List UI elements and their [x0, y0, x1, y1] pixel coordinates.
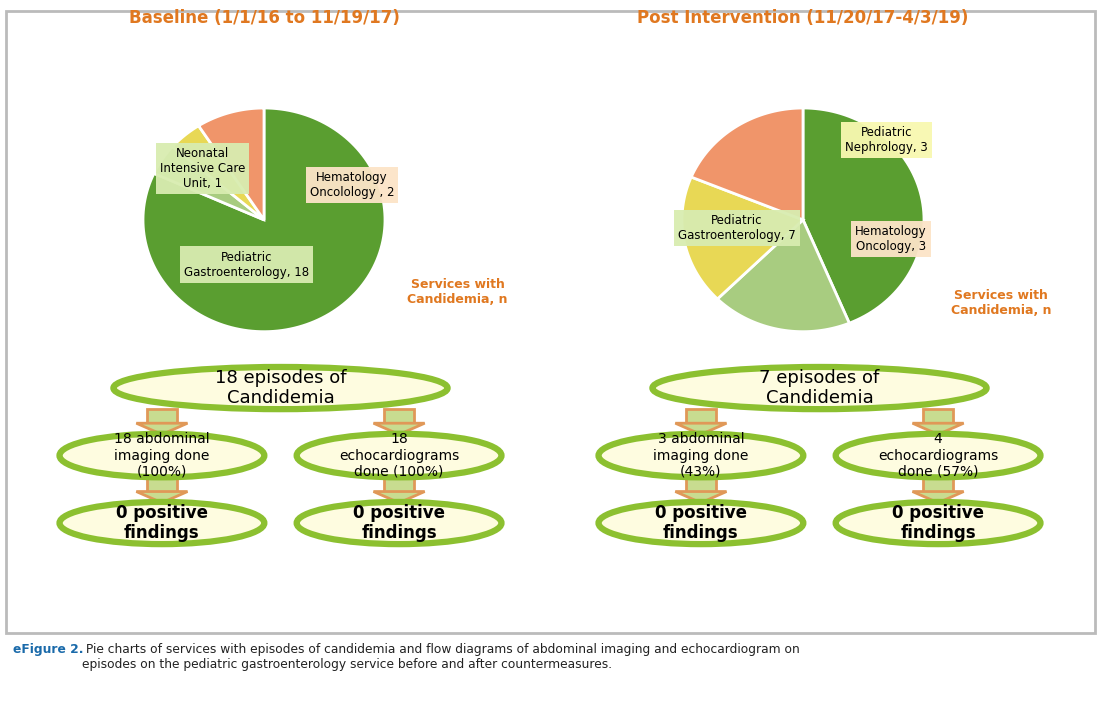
- Text: Neonatal
Intensive Care
Unit, 1: Neonatal Intensive Care Unit, 1: [160, 147, 245, 191]
- Ellipse shape: [297, 502, 502, 544]
- Text: 0 positive
findings: 0 positive findings: [116, 503, 208, 543]
- Ellipse shape: [598, 502, 803, 544]
- Text: 0 positive
findings: 0 positive findings: [892, 503, 984, 543]
- Polygon shape: [143, 108, 385, 332]
- Text: Hematology
Oncolology , 2: Hematology Oncolology , 2: [310, 171, 394, 199]
- Bar: [384, 409, 414, 423]
- Polygon shape: [136, 491, 187, 503]
- Text: 18 abdominal
imaging done
(100%): 18 abdominal imaging done (100%): [114, 432, 210, 479]
- Polygon shape: [913, 491, 964, 503]
- Text: 7 episodes of
Candidemia: 7 episodes of Candidemia: [759, 368, 880, 408]
- Text: Pediatric
Nephrology, 3: Pediatric Nephrology, 3: [845, 126, 928, 154]
- Polygon shape: [173, 126, 264, 220]
- Polygon shape: [154, 147, 264, 220]
- Polygon shape: [675, 423, 726, 434]
- Bar: [686, 477, 716, 491]
- Text: Services with
Candidemia, n: Services with Candidemia, n: [950, 289, 1052, 317]
- Polygon shape: [803, 108, 924, 323]
- Polygon shape: [913, 423, 964, 434]
- Text: Pediatric
Gastroenterology, 7: Pediatric Gastroenterology, 7: [678, 214, 796, 242]
- Polygon shape: [691, 108, 803, 220]
- Bar: [384, 477, 414, 491]
- Bar: [923, 409, 953, 423]
- Polygon shape: [675, 491, 726, 503]
- Text: Services with
Candidemia, n: Services with Candidemia, n: [407, 278, 508, 306]
- Text: eFigure 2.: eFigure 2.: [13, 643, 84, 656]
- Text: 0 positive
findings: 0 positive findings: [353, 503, 446, 543]
- Title: Post Intervention (11/20/17-4/3/19): Post Intervention (11/20/17-4/3/19): [637, 8, 969, 27]
- Polygon shape: [717, 220, 849, 332]
- Title: Baseline (1/1/16 to 11/19/17): Baseline (1/1/16 to 11/19/17): [129, 8, 399, 27]
- Ellipse shape: [836, 502, 1041, 544]
- Polygon shape: [682, 177, 803, 299]
- Text: Pie charts of services with episodes of candidemia and flow diagrams of abdomina: Pie charts of services with episodes of …: [82, 643, 801, 671]
- Ellipse shape: [598, 434, 803, 477]
- Polygon shape: [374, 423, 425, 434]
- Text: 18
echocardiograms
done (100%): 18 echocardiograms done (100%): [339, 432, 459, 479]
- Text: 0 positive
findings: 0 positive findings: [654, 503, 747, 543]
- Bar: [686, 409, 716, 423]
- Text: Pediatric
Gastroenterology, 18: Pediatric Gastroenterology, 18: [184, 250, 309, 278]
- Bar: [147, 409, 177, 423]
- Ellipse shape: [59, 434, 264, 477]
- Ellipse shape: [652, 367, 987, 409]
- Ellipse shape: [113, 367, 448, 409]
- Text: 4
echocardiograms
done (57%): 4 echocardiograms done (57%): [878, 432, 998, 479]
- Text: 18 episodes of
Candidemia: 18 episodes of Candidemia: [214, 368, 346, 408]
- Polygon shape: [136, 423, 187, 434]
- Text: 3 abdominal
imaging done
(43%): 3 abdominal imaging done (43%): [653, 432, 749, 479]
- Polygon shape: [199, 108, 264, 220]
- Ellipse shape: [59, 502, 264, 544]
- Text: Hematology
Oncology, 3: Hematology Oncology, 3: [855, 225, 927, 253]
- Bar: [147, 477, 177, 491]
- Ellipse shape: [297, 434, 502, 477]
- Bar: [923, 477, 953, 491]
- Polygon shape: [374, 491, 425, 503]
- Ellipse shape: [836, 434, 1041, 477]
